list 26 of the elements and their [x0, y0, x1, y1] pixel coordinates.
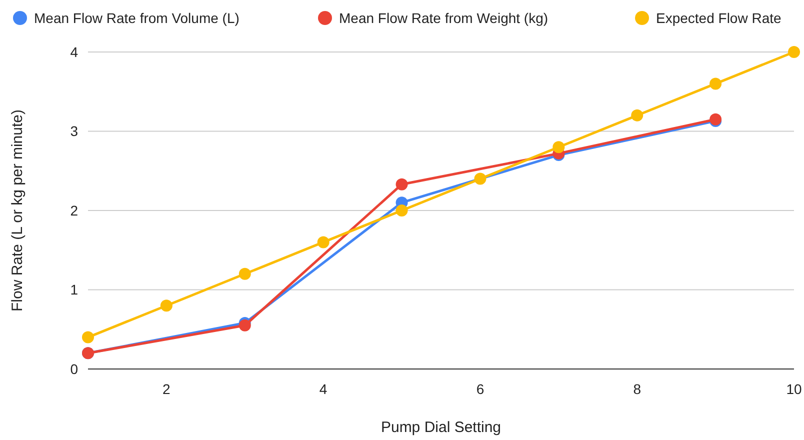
- point: [788, 46, 800, 58]
- x-tick-label: 4: [319, 381, 328, 397]
- y-tick-label: 0: [70, 360, 78, 377]
- x-tick-label: 2: [162, 381, 171, 397]
- x-tick-label: 8: [633, 381, 642, 397]
- legend-label: Expected Flow Rate: [656, 10, 782, 26]
- x-tick-label: 6: [476, 381, 484, 397]
- legend-label: Mean Flow Rate from Volume (L): [34, 10, 240, 26]
- point: [474, 172, 486, 185]
- y-tick-label: 3: [70, 123, 78, 140]
- y-axis-title: Flow Rate (L or kg per minute): [9, 109, 26, 312]
- point: [710, 78, 722, 90]
- point: [631, 109, 644, 122]
- point: [82, 331, 94, 344]
- x-axis-title: Pump Dial Setting: [380, 419, 502, 436]
- point: [396, 204, 408, 216]
- point: [552, 141, 565, 154]
- legend-label: Mean Flow Rate from Weight (kg): [339, 10, 548, 26]
- point: [238, 268, 251, 280]
- y-tick-label: 2: [70, 202, 78, 218]
- point: [317, 236, 330, 248]
- x-tick-label: 10: [786, 381, 802, 397]
- point: [396, 178, 408, 190]
- y-tick-label: 1: [70, 282, 78, 298]
- y-tick-label: 4: [70, 44, 78, 60]
- point: [160, 300, 172, 312]
